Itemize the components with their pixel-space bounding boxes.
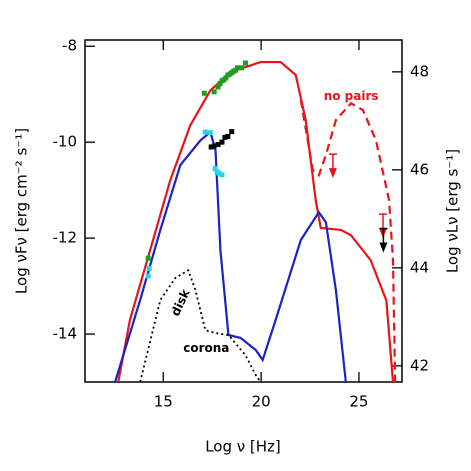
- y2-tick-label: 42: [410, 356, 429, 374]
- data-point: [225, 133, 231, 139]
- data-point: [216, 170, 222, 176]
- plot-frame: [84, 39, 403, 383]
- y2-axis-label: Log νLν [erg s⁻¹]: [444, 149, 462, 273]
- x-tick-label: 25: [349, 393, 368, 411]
- data-point: [222, 134, 228, 140]
- y2-tick-label: 46: [410, 160, 429, 178]
- data-point: [207, 130, 213, 136]
- data-point: [235, 65, 241, 71]
- annotation: disk: [168, 286, 193, 318]
- annotation: no pairs: [324, 89, 379, 103]
- data-point: [215, 84, 221, 90]
- data-point: [239, 65, 245, 71]
- data-point: [242, 60, 248, 66]
- data-point: [146, 265, 152, 271]
- upper-limit: [328, 153, 337, 179]
- x-axis-label: Log ν [Hz]: [205, 438, 281, 456]
- annotation: corona: [183, 341, 229, 355]
- data-point: [145, 255, 151, 261]
- data-point: [223, 75, 229, 81]
- series-line: [114, 130, 347, 382]
- upper-limit: [379, 227, 388, 253]
- y-axis-label: Log νFν [erg cm⁻² s⁻¹]: [13, 128, 31, 294]
- series-line: [117, 60, 395, 382]
- data-point: [219, 139, 225, 145]
- y2-tick-label: 48: [410, 62, 429, 80]
- data-point: [201, 90, 207, 96]
- data-point: [145, 273, 151, 279]
- data-point: [211, 143, 217, 149]
- data-point: [219, 172, 225, 178]
- series-line: [299, 99, 397, 382]
- x-tick-label: 15: [154, 393, 173, 411]
- data-point: [229, 129, 235, 135]
- y-tick-label: -14: [53, 325, 78, 343]
- y2-tick-label: 44: [410, 258, 429, 276]
- y-tick-label: -10: [53, 133, 78, 151]
- data-point: [208, 144, 214, 150]
- y-tick-label: -8: [62, 37, 77, 55]
- series-line: [139, 268, 262, 382]
- data-point: [215, 142, 221, 148]
- y-tick-label: -12: [53, 229, 78, 247]
- data-point: [212, 166, 218, 172]
- x-tick-label: 20: [252, 393, 271, 411]
- data-point: [217, 81, 223, 87]
- data-point: [202, 129, 208, 135]
- data-point: [211, 89, 217, 95]
